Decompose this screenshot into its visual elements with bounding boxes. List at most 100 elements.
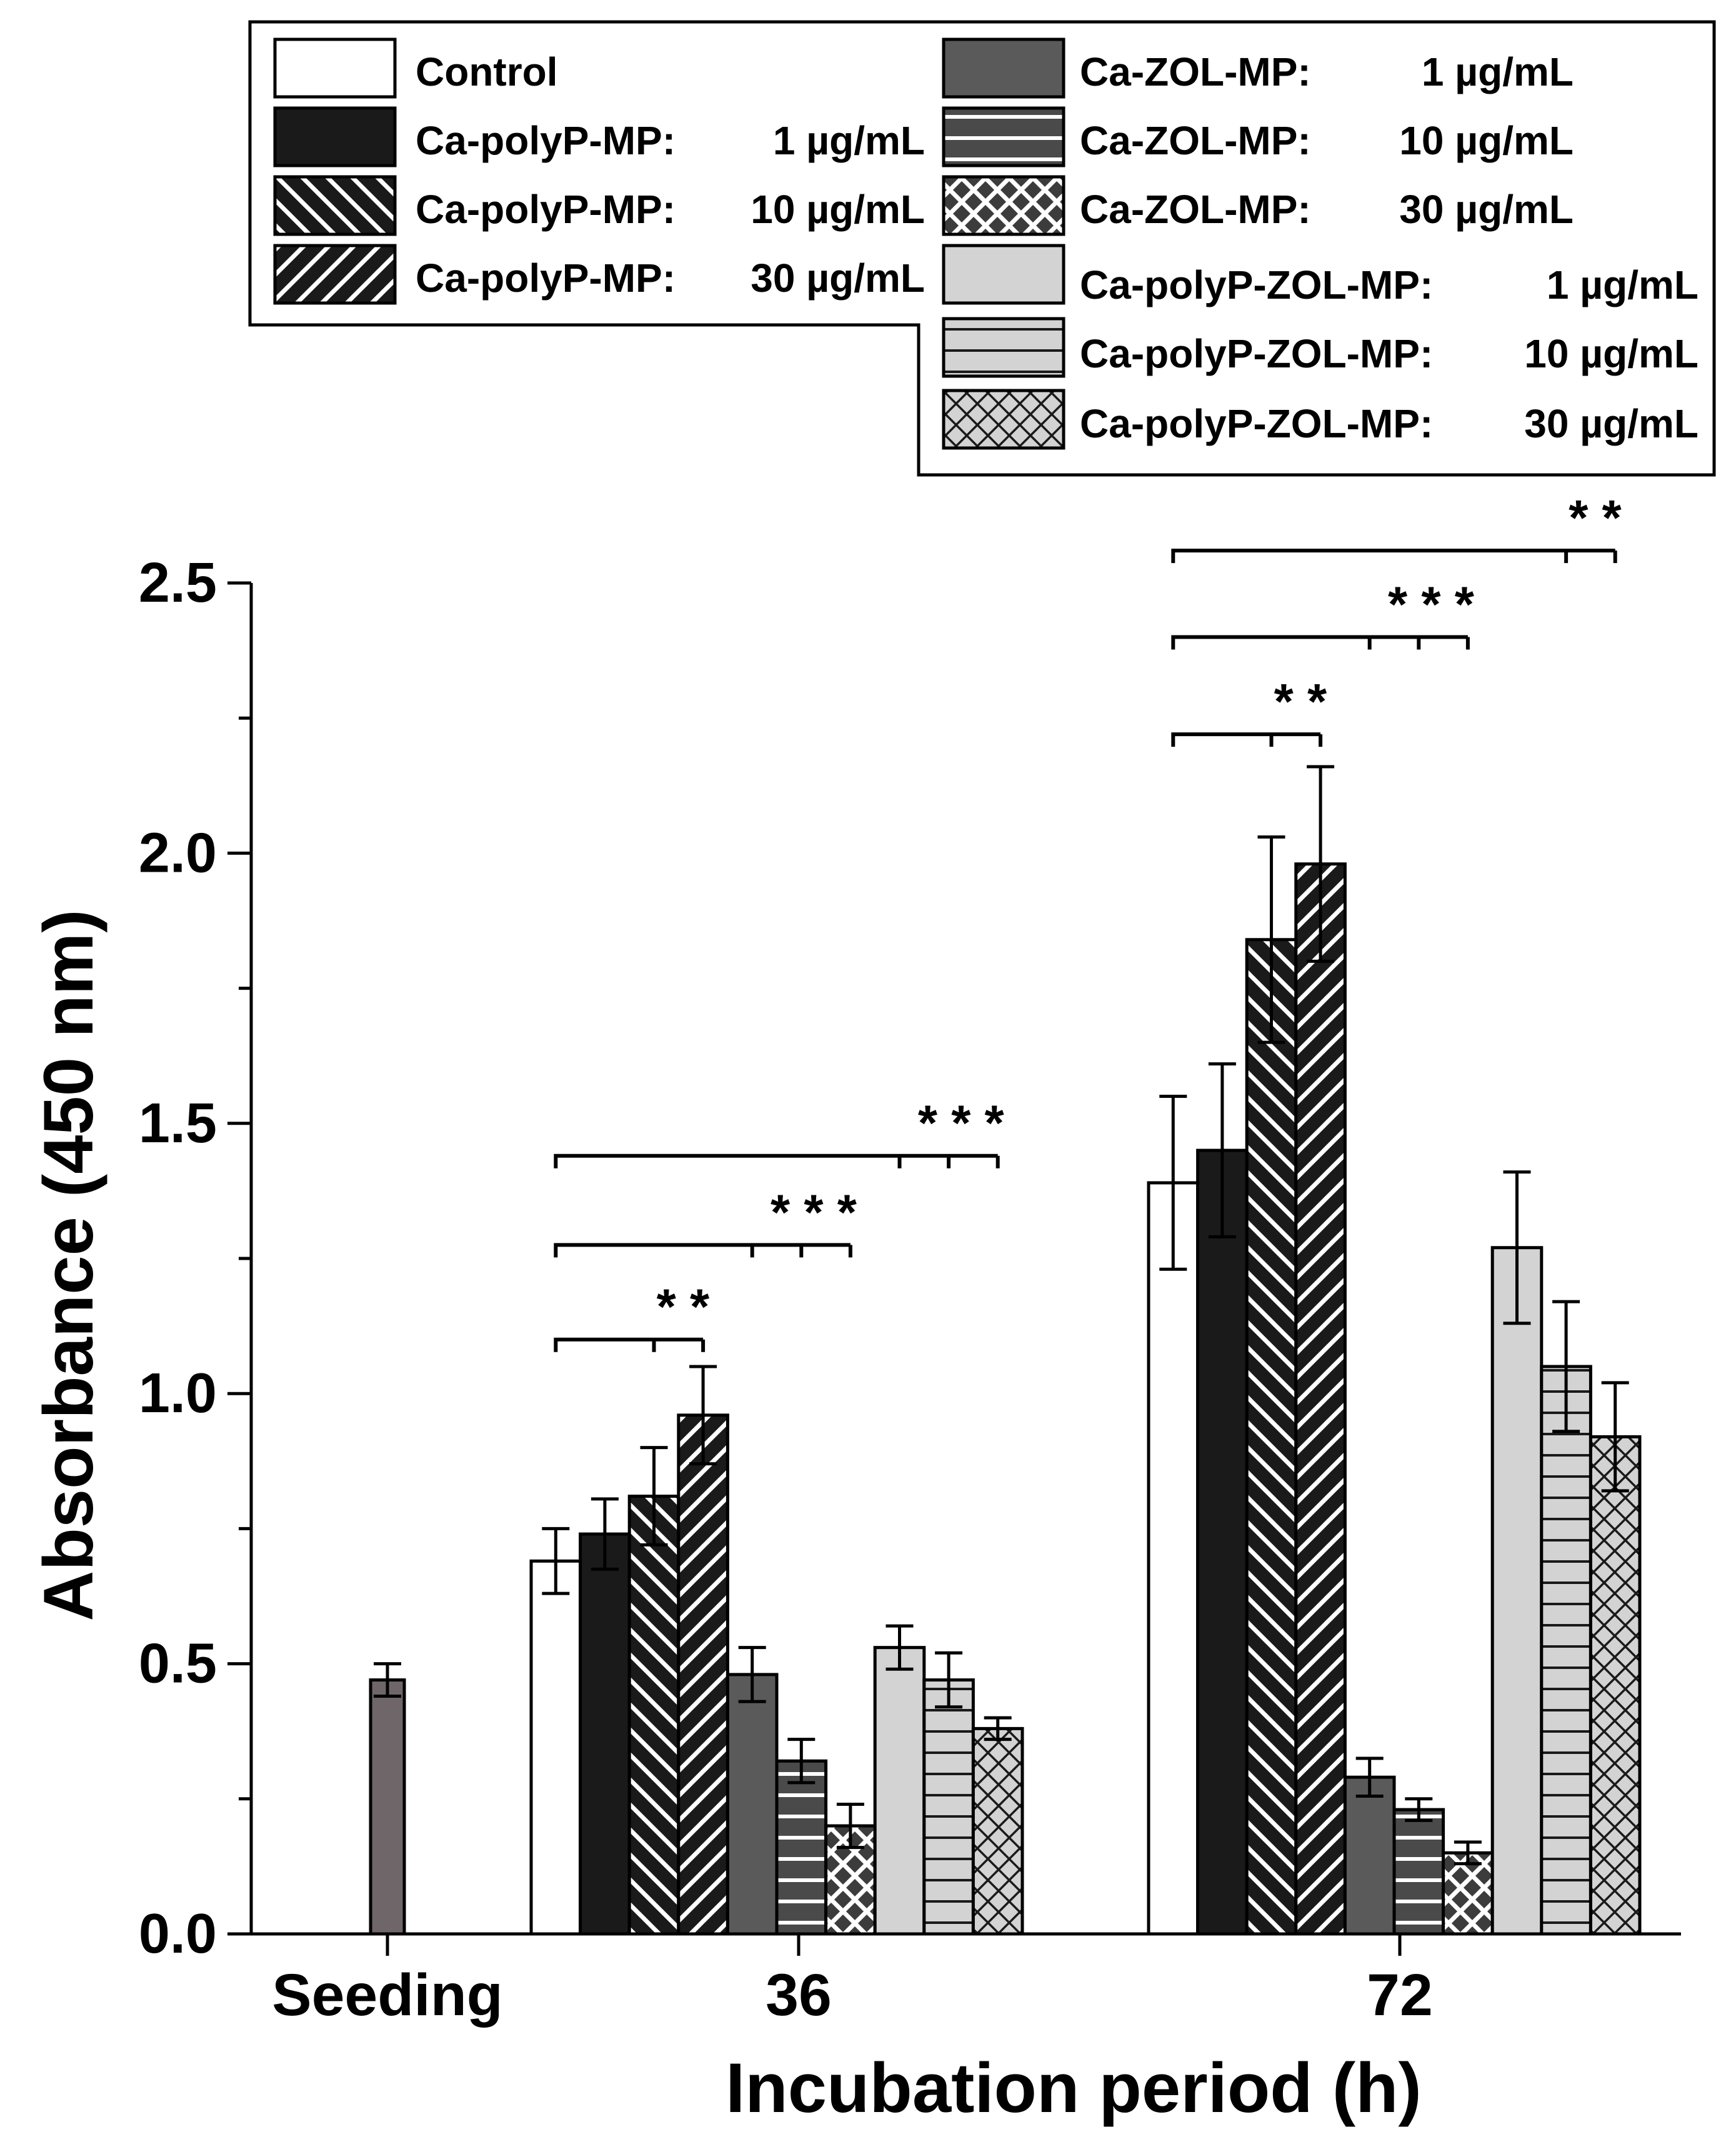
legend-series-dose: 1 µg/mL — [1547, 262, 1699, 307]
bar — [1245, 938, 1298, 1936]
bar — [1343, 1775, 1396, 1936]
error-bar — [1355, 1756, 1384, 1798]
error-bar — [738, 1646, 766, 1703]
significance-bracket — [1171, 635, 1470, 650]
significance-stars: * * — [1569, 490, 1622, 545]
legend-series-name: Ca-polyP-MP: — [416, 256, 676, 301]
bar — [677, 1413, 729, 1936]
legend-series-dose: 30 µg/mL — [751, 256, 925, 301]
legend-swatch — [942, 244, 1065, 305]
legend-series-dose: 1 µg/mL — [773, 118, 925, 163]
bar — [579, 1532, 631, 1936]
error-bar — [374, 1662, 401, 1698]
bar — [775, 1759, 828, 1936]
y-tick-label: 2.5 — [139, 552, 217, 614]
x-axis-title: Incubation period (h) — [726, 2049, 1422, 2127]
y-axis-title: Absorbance (450 nm) — [29, 910, 107, 1621]
legend-series-name: Ca-ZOL-MP: — [1080, 187, 1311, 232]
error-bar — [1454, 1840, 1482, 1866]
legend-entry: Ca-polyP-ZOL-MP: 1 µg/mL — [942, 244, 1699, 307]
bar — [1540, 1365, 1592, 1936]
legend-entry: Ca-ZOL-MP: 30 µg/mL — [942, 175, 1574, 236]
legend-entry: Ca-polyP-MP: 10 µg/mL — [273, 175, 925, 236]
legend-swatch — [942, 389, 1065, 450]
bar — [873, 1646, 926, 1936]
error-bar — [1208, 1062, 1236, 1238]
significance-stars: * * * — [918, 1095, 1005, 1151]
legend-entry: Ca-polyP-MP: 1 µg/mL — [273, 106, 925, 167]
significance-stars: * * — [657, 1279, 710, 1335]
significance-stars: * * — [1274, 674, 1327, 729]
significance-bracket — [554, 1337, 706, 1352]
error-bar — [984, 1716, 1012, 1741]
legend-swatch — [942, 37, 1065, 99]
legend-swatch — [942, 317, 1065, 378]
legend-entry: Ca-polyP-ZOL-MP: 30 µg/mL — [942, 389, 1699, 450]
legend-swatch — [273, 175, 397, 236]
legend-entry: Ca-ZOL-MP: 10 µg/mL — [942, 106, 1574, 167]
error-bar — [1552, 1300, 1580, 1433]
bars — [369, 862, 1642, 1936]
bar — [971, 1726, 1024, 1936]
x-tick-label: 72 — [1367, 1962, 1433, 2028]
bar — [1490, 1246, 1544, 1936]
bar — [726, 1673, 779, 1936]
significance-brackets: * * * * * * * * * * * * * * * — [554, 490, 1622, 1352]
bar — [1147, 1181, 1200, 1936]
legend-series-name: Ca-polyP-MP: — [416, 118, 676, 163]
legend-series-dose: 10 µg/mL — [1399, 118, 1574, 163]
error-bar — [836, 1802, 864, 1850]
y-tick-label: 2.0 — [139, 822, 217, 884]
legend-swatch — [942, 106, 1065, 167]
significance-stars: * * * — [771, 1184, 857, 1240]
legend: Control Ca-polyP-MP: 1 µg/mL Ca-polyP-MP… — [248, 20, 1716, 477]
legend-series-name: Ca-polyP-ZOL-MP: — [1080, 401, 1433, 446]
bar — [1294, 862, 1347, 1936]
legend-swatch — [273, 244, 397, 305]
legend-entry: Control — [273, 37, 558, 99]
legend-series-dose: 10 µg/mL — [1524, 331, 1699, 376]
legend-swatch — [942, 175, 1065, 236]
significance-bracket — [1171, 732, 1323, 747]
bar-seeding — [369, 1678, 406, 1936]
bar — [627, 1495, 681, 1936]
bar — [1196, 1148, 1249, 1936]
legend-entry: Ca-polyP-ZOL-MP: 10 µg/mL — [942, 317, 1699, 378]
error-bar — [689, 1365, 717, 1466]
y-tick-label: 0.5 — [139, 1633, 217, 1695]
error-bar — [935, 1651, 963, 1709]
legend-series-dose: 30 µg/mL — [1399, 187, 1574, 232]
x-tick-label: Seeding — [272, 1962, 503, 2028]
legend-series-dose: 30 µg/mL — [1524, 401, 1699, 446]
legend-swatch — [273, 37, 397, 99]
legend-series-name: Ca-polyP-ZOL-MP: — [1080, 262, 1433, 307]
y-tick-label: 0.0 — [139, 1903, 217, 1965]
bar — [529, 1559, 582, 1936]
bar — [1392, 1808, 1445, 1936]
bar — [922, 1678, 975, 1936]
error-bar — [1307, 765, 1335, 963]
error-bar — [1503, 1170, 1531, 1325]
significance-bracket — [1171, 549, 1617, 564]
error-bar — [542, 1527, 570, 1595]
error-bar — [885, 1624, 914, 1671]
legend-series-dose: 10 µg/mL — [751, 187, 925, 232]
legend-series-name: Ca-polyP-ZOL-MP: — [1080, 331, 1433, 376]
error-bars — [374, 765, 1629, 1866]
legend-series-name: Ca-polyP-MP: — [416, 187, 676, 232]
bar — [1589, 1435, 1642, 1936]
significance-bracket — [554, 1153, 1000, 1168]
significance-stars: * * * — [1388, 576, 1475, 632]
legend-swatch — [273, 106, 397, 167]
legend-frame — [248, 20, 1716, 477]
legend-series-name: Ca-ZOL-MP: — [1080, 118, 1311, 163]
error-bar — [640, 1446, 668, 1547]
legend-entry: Ca-ZOL-MP: 1 µg/mL — [942, 37, 1574, 99]
error-bar — [1257, 835, 1285, 1044]
y-tick-label: 1.0 — [139, 1362, 217, 1425]
legend-series-name: Control — [416, 49, 558, 94]
legend-entry: Ca-polyP-MP: 30 µg/mL — [273, 244, 925, 305]
error-bar — [787, 1738, 816, 1785]
error-bar — [1601, 1381, 1629, 1493]
